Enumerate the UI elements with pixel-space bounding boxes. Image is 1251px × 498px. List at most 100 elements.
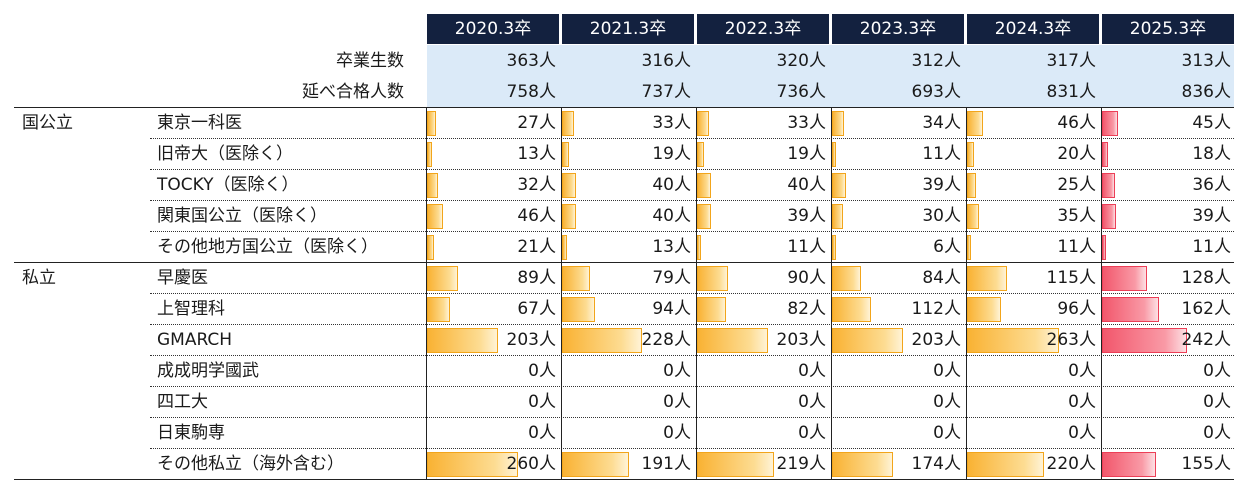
summary-row-label: 延べ合格人数: [302, 82, 404, 102]
data-value: 0人: [933, 423, 961, 443]
row-label: 成成明学國武: [157, 361, 259, 381]
data-value: 0人: [1203, 423, 1231, 443]
data-value: 36人: [1192, 175, 1231, 195]
data-value: 0人: [663, 423, 691, 443]
data-bar: [562, 328, 642, 353]
data-value: 46人: [1057, 113, 1096, 133]
column-divider: [966, 107, 967, 480]
data-bar: [562, 204, 576, 229]
group-divider: [14, 479, 1234, 480]
data-value: 33人: [787, 113, 826, 133]
data-value: 228人: [641, 330, 691, 350]
data-bar: [1102, 111, 1118, 136]
data-value: 0人: [798, 423, 826, 443]
data-value: 35人: [1057, 206, 1096, 226]
data-value: 0人: [1068, 392, 1096, 412]
column-header: 2020.3卒: [427, 14, 559, 44]
data-value: 0人: [663, 392, 691, 412]
data-bar: [427, 235, 434, 260]
data-value: 21人: [517, 237, 556, 257]
summary-row-label: 卒業生数: [336, 51, 404, 71]
data-bar: [562, 142, 569, 167]
data-bar: [697, 452, 774, 477]
summary-value: 317人: [1046, 51, 1096, 71]
summary-value: 836人: [1181, 82, 1231, 102]
category-label: 私立: [22, 268, 56, 288]
data-bar: [967, 173, 976, 198]
summary-value: 313人: [1181, 51, 1231, 71]
data-value: 30人: [922, 206, 961, 226]
row-divider: [150, 355, 1234, 356]
data-value: 19人: [652, 144, 691, 164]
data-value: 13人: [652, 237, 691, 257]
data-bar: [1102, 204, 1116, 229]
data-value: 82人: [787, 299, 826, 319]
data-bar: [1102, 142, 1108, 167]
data-bar: [832, 204, 843, 229]
table-top-divider: [14, 107, 1234, 108]
data-value: 33人: [652, 113, 691, 133]
row-label: 関東国公立（医除く）: [157, 206, 327, 226]
row-divider: [150, 324, 1234, 325]
column-header: 2022.3卒: [697, 14, 829, 44]
data-value: 0人: [528, 361, 556, 381]
data-bar: [562, 266, 590, 291]
data-value: 19人: [787, 144, 826, 164]
row-label: 東京一科医: [157, 113, 242, 133]
data-bar: [832, 142, 836, 167]
summary-value: 693人: [911, 82, 961, 102]
category-label: 国公立: [22, 113, 73, 133]
row-divider: [150, 231, 1234, 232]
data-value: 242人: [1181, 330, 1231, 350]
row-divider: [150, 417, 1234, 418]
data-value: 0人: [1203, 392, 1231, 412]
data-bar: [967, 111, 983, 136]
data-bar: [427, 266, 458, 291]
row-divider: [150, 169, 1234, 170]
data-bar: [427, 142, 432, 167]
group-divider: [14, 262, 1234, 263]
data-value: 84人: [922, 268, 961, 288]
data-value: 128人: [1181, 268, 1231, 288]
data-value: 11人: [1057, 237, 1096, 257]
data-value: 96人: [1057, 299, 1096, 319]
data-bar: [697, 266, 728, 291]
column-header: 2021.3卒: [562, 14, 694, 44]
data-value: 220人: [1046, 454, 1096, 474]
data-value: 46人: [517, 206, 556, 226]
summary-value: 363人: [506, 51, 556, 71]
data-value: 115人: [1046, 268, 1096, 288]
data-bar: [427, 297, 450, 322]
data-value: 89人: [517, 268, 556, 288]
data-bar: [562, 111, 574, 136]
data-value: 112人: [911, 299, 961, 319]
data-bar: [1102, 328, 1187, 353]
data-value: 18人: [1192, 144, 1231, 164]
data-value: 11人: [787, 237, 826, 257]
data-value: 27人: [517, 113, 556, 133]
data-value: 0人: [528, 392, 556, 412]
summary-value: 320人: [776, 51, 826, 71]
data-value: 162人: [1181, 299, 1231, 319]
data-value: 0人: [798, 361, 826, 381]
column-header: 2025.3卒: [1102, 14, 1234, 44]
data-bar: [697, 328, 768, 353]
data-bar: [1102, 452, 1156, 477]
data-value: 263人: [1046, 330, 1096, 350]
row-divider: [150, 448, 1234, 449]
data-value: 0人: [1203, 361, 1231, 381]
summary-band: [427, 45, 1234, 107]
data-value: 11人: [922, 144, 961, 164]
data-bar: [562, 452, 629, 477]
data-bar: [697, 297, 726, 322]
data-bar: [1102, 266, 1147, 291]
data-bar: [562, 235, 567, 260]
data-bar: [697, 111, 709, 136]
data-value: 174人: [911, 454, 961, 474]
data-bar: [697, 142, 704, 167]
row-label: TOCKY（医除く）: [157, 175, 299, 195]
data-value: 0人: [1068, 423, 1096, 443]
column-divider: [426, 107, 427, 480]
data-bar: [832, 266, 861, 291]
column-header: 2023.3卒: [832, 14, 964, 44]
